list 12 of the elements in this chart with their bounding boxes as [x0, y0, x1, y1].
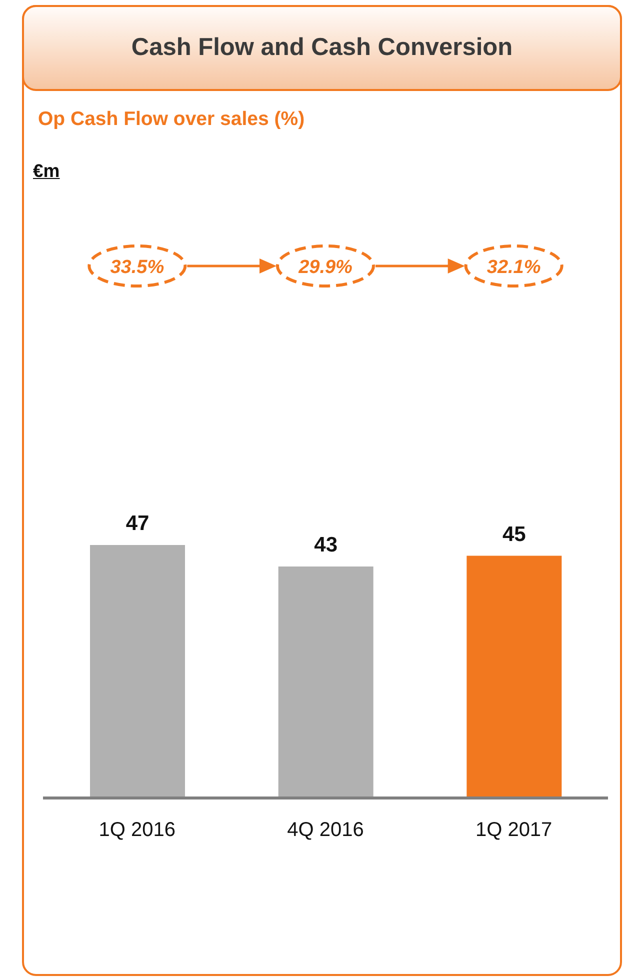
text: €m: [33, 160, 60, 182]
text: 32.1%: [486, 257, 541, 278]
x-tick-label: 1Q 2017: [475, 819, 552, 842]
chart-title: Cash Flow and Cash Conversion: [131, 34, 513, 62]
data-label: 47: [126, 512, 150, 535]
x-tick-label: 4Q 2016: [287, 819, 364, 842]
data-label: 45: [502, 522, 526, 546]
text: 33.5%: [110, 257, 164, 278]
chart-subtitle: Op Cash Flow over sales (%): [38, 108, 305, 131]
x-tick-label: 1Q 2016: [98, 819, 176, 842]
data-label: 43: [314, 534, 338, 557]
text: 29.9%: [298, 257, 353, 278]
